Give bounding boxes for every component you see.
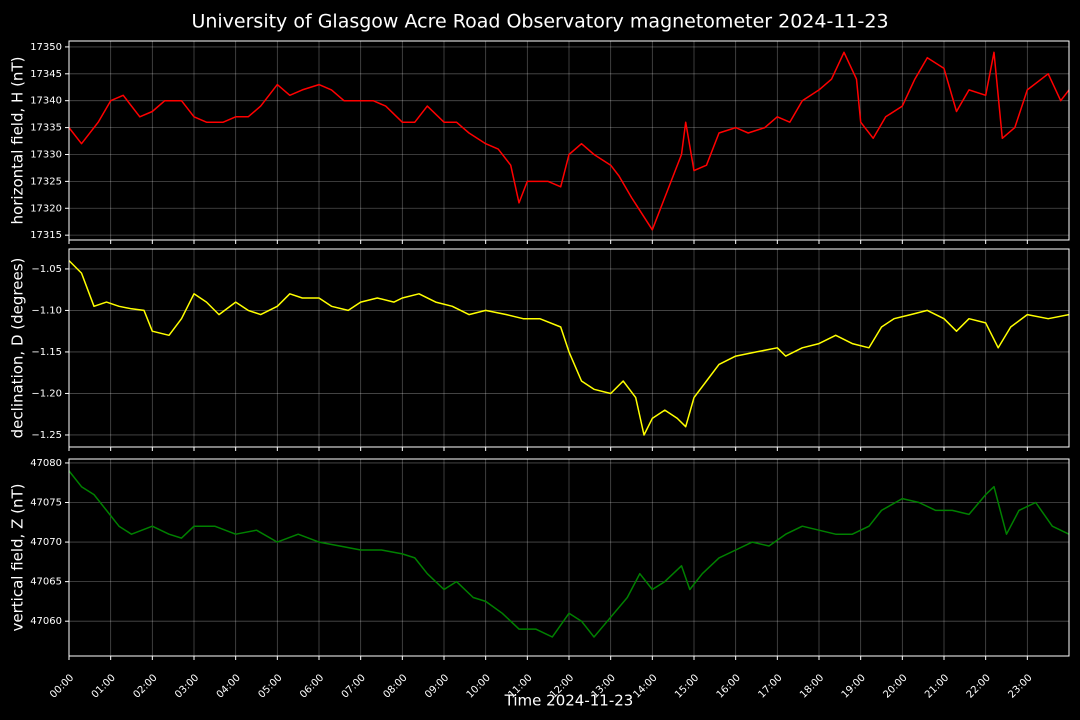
- y-tick-label: 17340: [30, 96, 62, 107]
- data-line: [69, 470, 1069, 638]
- y-axis-label: vertical field, Z (nT): [9, 483, 27, 631]
- y-tick-label: 17315: [30, 230, 62, 241]
- figure-title: University of Glasgow Acre Road Observat…: [191, 11, 888, 33]
- y-tick-label: −1.25: [31, 430, 62, 441]
- y-tick-label: 47075: [30, 498, 62, 509]
- y-tick-label: 17325: [30, 176, 62, 187]
- panel-frame: [68, 248, 1070, 448]
- data-line: [69, 260, 1069, 436]
- panel-frame: [68, 458, 1070, 657]
- panel-frame: [68, 40, 1070, 241]
- y-tick-label: 47060: [30, 616, 62, 627]
- y-tick-label: −1.15: [31, 347, 62, 358]
- y-tick-label: 47065: [30, 577, 62, 588]
- y-axis-label: declination, D (degrees): [9, 258, 27, 439]
- data-line: [69, 51, 1069, 231]
- y-tick-label: 17330: [30, 149, 62, 160]
- y-tick-label: −1.05: [31, 264, 62, 275]
- y-tick-label: −1.10: [31, 305, 62, 316]
- y-tick-label: 47080: [30, 458, 62, 469]
- y-tick-label: 17320: [30, 203, 62, 214]
- y-tick-label: 17335: [30, 123, 62, 134]
- y-axis-label: horizontal field, H (nT): [9, 57, 27, 225]
- y-tick-label: 47070: [30, 537, 62, 548]
- y-tick-label: 17345: [30, 69, 62, 80]
- y-tick-label: −1.20: [31, 388, 62, 399]
- x-axis-label: Time 2024-11-23: [504, 692, 634, 710]
- y-tick-label: 17350: [30, 42, 62, 53]
